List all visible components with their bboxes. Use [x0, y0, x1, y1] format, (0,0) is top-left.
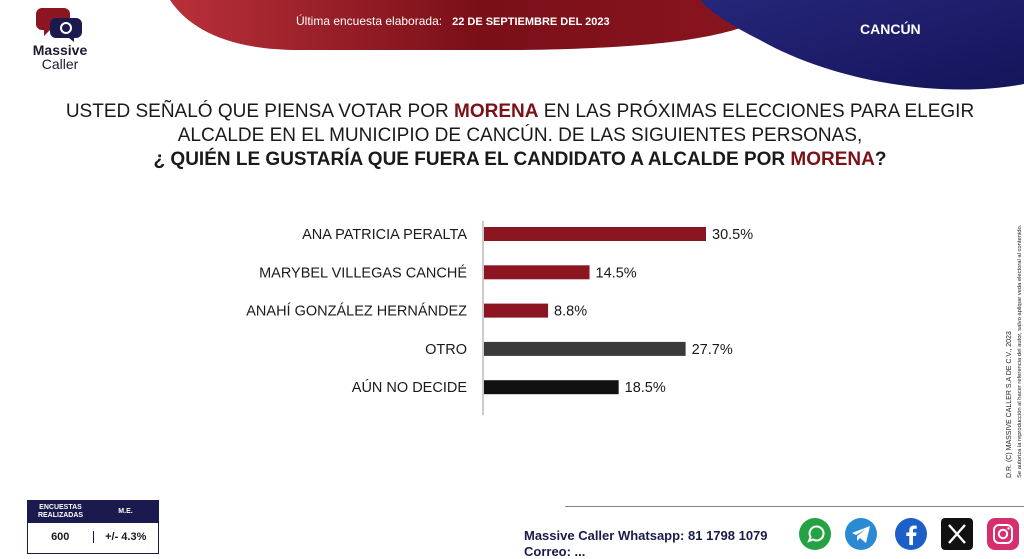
bar — [484, 380, 619, 395]
bar — [484, 303, 549, 318]
logo-chat-icon — [36, 8, 82, 42]
question-text: USTED SEÑALÓ QUE PIENSA VOTAR POR — [65, 101, 454, 122]
whatsapp-icon[interactable] — [798, 517, 832, 551]
stats-box-values: 600 +/- 4.3% — [28, 523, 158, 551]
survey-question: USTED SEÑALÓ QUE PIENSA VOTAR POR MORENA… — [60, 100, 980, 172]
category-label: MARYBEL VILLEGAS CANCHÉ — [259, 264, 467, 281]
bar — [484, 227, 706, 241]
footer-divider — [565, 506, 1024, 507]
bar — [484, 265, 590, 280]
stats-box-header: ENCUESTAS REALIZADAS M.E. — [28, 501, 158, 523]
copyright-line-1: D.R. (C) MASSIVE CALLER S.A DE C.V., 202… — [1006, 331, 1013, 478]
question-text: ¿ QUIÉN LE GUSTARÍA QUE FUERA EL CANDIDA… — [153, 149, 791, 170]
question-line-2: ALCALDE EN EL MUNICIPIO DE CANCÚN. DE LA… — [177, 125, 863, 146]
brand-name-line1: Massive — [32, 42, 88, 58]
category-label: ANA PATRICIA PERALTA — [302, 227, 467, 243]
margin-error-header: M.E. — [118, 508, 133, 515]
email-contact: Correo: ... — [524, 544, 586, 559]
sample-size-value: 600 — [28, 531, 94, 543]
value-label: 30.5% — [712, 227, 753, 243]
facebook-icon[interactable] — [894, 517, 928, 551]
x-icon[interactable] — [940, 517, 974, 551]
category-label: OTRO — [425, 342, 467, 358]
telegram-icon[interactable] — [844, 517, 878, 551]
value-label: 14.5% — [596, 265, 637, 281]
stats-box: ENCUESTAS REALIZADAS M.E. 600 +/- 4.3% — [27, 500, 159, 554]
instagram-icon[interactable] — [986, 517, 1020, 551]
party-highlight: MORENA — [454, 101, 539, 122]
party-highlight: MORENA — [790, 149, 875, 170]
city-label: CANCÚN — [860, 21, 921, 37]
margin-error-value: +/- 4.3% — [105, 531, 147, 543]
header-background — [170, 0, 1024, 90]
brand-name-line2: Caller — [41, 56, 79, 72]
sample-size-header: ENCUESTAS REALIZADAS — [37, 504, 84, 519]
value-label: 27.7% — [692, 342, 733, 358]
question-line-3: ¿ QUIÉN LE GUSTARÍA QUE FUERA EL CANDIDA… — [60, 148, 980, 172]
question-line-1: USTED SEÑALÓ QUE PIENSA VOTAR POR MORENA… — [60, 100, 980, 124]
bar-chart: ANA PATRICIA PERALTA 30.5% MARYBEL VILLEGA… — [246, 221, 753, 415]
copyright-line-2: Se autoriza la reproducción al hacer ref… — [1017, 224, 1023, 478]
question-text: ? — [874, 149, 887, 170]
value-label: 18.5% — [625, 380, 666, 396]
copyright-note: D.R. (C) MASSIVE CALLER S.A DE C.V., 202… — [1006, 224, 1023, 478]
category-label: AÚN NO DECIDE — [352, 379, 468, 396]
bar — [484, 341, 686, 356]
survey-date-label: Última encuesta elaborada: — [296, 14, 443, 28]
survey-date-value: 22 DE SEPTIEMBRE DEL 2023 — [452, 16, 610, 28]
brand-logo: Massive Caller — [28, 4, 92, 72]
whatsapp-contact: Massive Caller Whatsapp: 81 1798 1079 — [524, 528, 768, 543]
question-text: EN LAS PRÓXIMAS ELECCIONES PARA ELEGIR — [538, 101, 975, 122]
value-label: 8.8% — [554, 304, 587, 320]
category-label: ANAHÍ GONZÁLEZ HERNÁNDEZ — [246, 303, 467, 320]
survey-date-line: Última encuesta elaborada: 22 DE SEPTIEMB… — [296, 14, 610, 28]
